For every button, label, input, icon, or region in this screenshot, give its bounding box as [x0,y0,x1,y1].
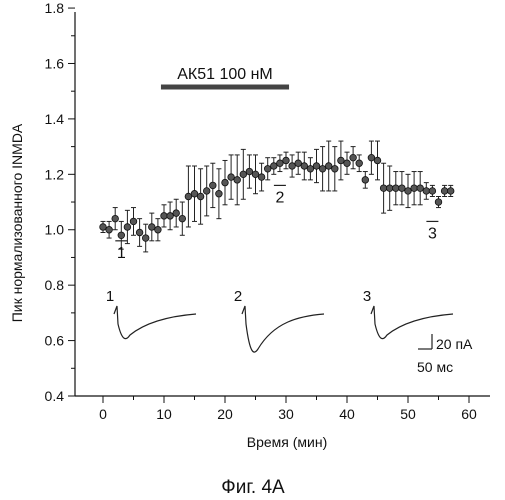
data-point [277,160,284,167]
data-point [289,163,296,170]
trace-label: 3 [363,288,371,305]
marker-label: 3 [428,225,437,242]
x-tick-label: 60 [461,406,477,422]
y-axis-label: Пик нормализованного INMDA [9,123,25,322]
x-tick-label: 40 [339,406,355,422]
y-tick-label: 1.4 [45,111,65,127]
data-point [210,182,217,189]
data-point [313,163,320,170]
data-point [319,165,326,172]
data-point [386,185,393,192]
data-point [441,188,448,195]
scale-bar: 20 пА 50 мс [417,334,473,375]
data-point [106,226,113,233]
data-point [344,160,351,167]
data-point [411,185,418,192]
data-point [112,215,119,222]
data-point [149,224,156,231]
current-traces: 1 2 3 [106,288,453,352]
x-tick-label: 30 [278,406,294,422]
data-point [374,157,381,164]
data-point [130,218,137,225]
data-point [405,188,412,195]
data-point [185,193,192,200]
y-tick-label: 0.8 [45,277,65,293]
data-point [216,190,223,197]
x-tick-label: 50 [400,406,416,422]
data-point [252,171,259,178]
data-point [417,185,424,192]
y-tick-label: 0.4 [45,388,65,404]
data-point [203,188,210,195]
data-point [338,157,345,164]
marker-label: 1 [117,245,126,262]
data-point [258,174,265,181]
data-point [380,185,387,192]
current-trace [371,306,453,339]
data-point [228,174,235,181]
x-tick-label: 10 [156,406,172,422]
data-point [173,210,180,217]
data-point [368,154,375,161]
data-point [325,163,332,170]
scale-amplitude-label: 20 пА [436,336,473,352]
data-point [234,177,241,184]
data-point [264,165,271,172]
data-point [246,168,253,175]
data-point [356,160,363,167]
data-point [222,179,229,186]
data-point [350,154,357,161]
y-tick-label: 1.8 [45,0,65,16]
current-trace [114,306,196,339]
data-point [447,188,454,195]
trace-label: 1 [106,288,114,305]
marker-label: 2 [275,189,284,206]
data-point [271,163,278,170]
current-trace [242,306,324,352]
data-point [142,235,149,242]
y-tick-label: 1.2 [45,166,65,182]
scale-time-label: 50 мс [417,359,453,375]
figure-caption: Фиг. 4А [221,477,285,498]
data-point [301,163,308,170]
x-axis-label: Время (мин) [247,434,328,450]
x-tick-label: 0 [99,406,107,422]
data-point [161,213,168,220]
data-point [283,157,290,164]
data-point [136,229,143,236]
data-point [295,160,302,167]
data-point [332,165,339,172]
data-point [393,185,400,192]
data-point [423,188,430,195]
data-point [399,185,406,192]
drug-bar [161,85,289,90]
y-tick-label: 0.6 [45,333,65,349]
data-point [435,199,442,206]
data-point [191,190,198,197]
data-point [429,188,436,195]
axis-ticks: 0.4 0.6 0.8 1.0 1.2 1.4 1.6 1.8 0 10 20 30 40 50 60 [45,0,477,422]
data-point [179,215,186,222]
data-point [167,213,174,220]
drug-label: АК51 100 нМ [177,66,273,83]
data-point [307,165,314,172]
y-tick-label: 1.0 [45,222,65,238]
data-point [197,193,204,200]
data-point [155,226,162,233]
y-tick-label: 1.6 [45,55,65,71]
trace-label: 2 [234,288,242,305]
drug-application: АК51 100 нМ [161,66,289,90]
x-tick-label: 20 [217,406,233,422]
data-point [240,171,247,178]
data-point [118,232,125,239]
data-point [100,224,107,231]
data-point [124,224,131,231]
data-point [362,177,369,184]
